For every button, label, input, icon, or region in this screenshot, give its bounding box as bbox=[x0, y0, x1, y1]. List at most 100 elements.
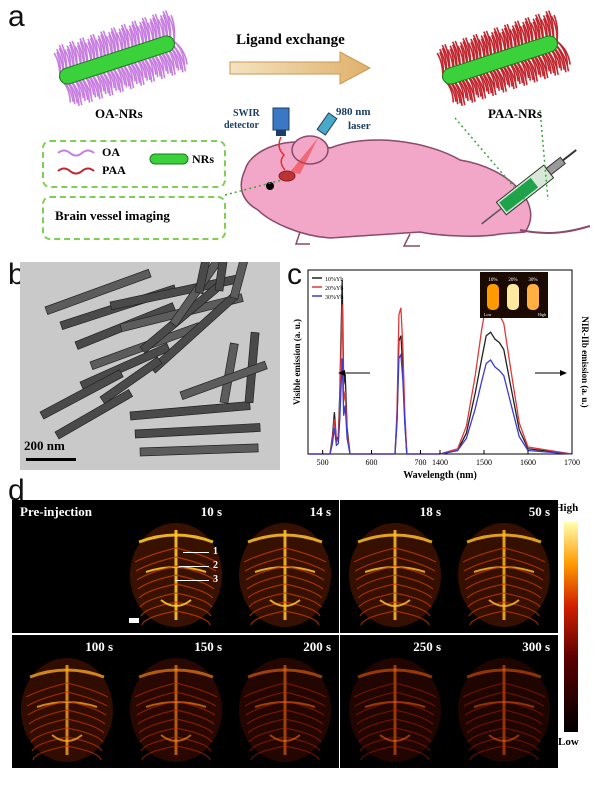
imaging-tile: 150 s bbox=[121, 635, 230, 768]
ligand-exchange-arrow bbox=[229, 51, 372, 85]
tem-micrograph bbox=[20, 262, 280, 470]
brain-vessel-label: Brain vessel imaging bbox=[55, 208, 170, 223]
marker-line bbox=[179, 566, 209, 567]
imaging-tile: Pre-injection bbox=[12, 500, 121, 633]
ligand-exchange-label: Ligand exchange bbox=[236, 32, 345, 48]
mouse-illustration bbox=[240, 135, 591, 247]
inset-low: Low bbox=[484, 312, 491, 317]
inset-label: 30% bbox=[528, 278, 537, 283]
inset-vial bbox=[507, 284, 519, 310]
scale-bar bbox=[26, 458, 76, 461]
panel-a-schematic bbox=[53, 10, 591, 247]
imaging-tile: 200 s bbox=[230, 635, 339, 768]
series-line-visible-2 bbox=[308, 352, 440, 455]
legend-box bbox=[42, 140, 226, 188]
emission-chart: 500 600 700 1400 1500 1600 1700 Wavelength (nm)… bbox=[292, 269, 590, 481]
tem-nanorod bbox=[214, 262, 235, 292]
x-tick-label: 600 bbox=[366, 458, 378, 467]
time-label: 200 s bbox=[303, 639, 331, 654]
time-label: 300 s bbox=[522, 639, 550, 654]
imaging-tile: 50 s bbox=[449, 500, 558, 633]
x-tick-label: 1700 bbox=[564, 458, 580, 467]
tem-nanorod bbox=[229, 262, 262, 300]
time-label: 18 s bbox=[419, 504, 441, 519]
panel-a-letter: a bbox=[8, 0, 25, 33]
brain-vessel-image bbox=[130, 658, 222, 762]
arrow-left-head bbox=[338, 370, 345, 376]
legend-nrs: NRs bbox=[192, 152, 215, 166]
tem-nanorod bbox=[179, 360, 268, 400]
time-label: 10 s bbox=[200, 504, 222, 519]
x-tick-label: 1400 bbox=[432, 458, 448, 467]
colorbar-low: Low bbox=[558, 736, 579, 748]
inset-label: 20% bbox=[508, 278, 517, 283]
brain-vessel-image bbox=[349, 658, 441, 762]
x-tick-label: 500 bbox=[317, 458, 329, 467]
region-marker: 1 bbox=[213, 546, 218, 557]
inset-photo: 10% 20% 30% Low High bbox=[480, 272, 548, 318]
time-label: Pre-injection bbox=[20, 504, 92, 519]
panel-c-letter: c bbox=[287, 258, 302, 291]
region-marker: 3 bbox=[213, 574, 218, 585]
marker-line bbox=[183, 552, 209, 553]
tem-nanorod bbox=[39, 369, 124, 420]
x-tick-label: 1600 bbox=[520, 458, 536, 467]
arrow-right-head bbox=[560, 370, 567, 376]
panel-d-letter: d bbox=[8, 474, 25, 507]
time-label: 14 s bbox=[309, 504, 331, 519]
series-line-nir-2 bbox=[439, 359, 573, 455]
colorbar bbox=[564, 522, 578, 732]
tem-nanorod bbox=[79, 342, 171, 390]
brain-vessel-image bbox=[239, 523, 331, 627]
tem-nanorod bbox=[129, 401, 251, 421]
x-tick-label: 700 bbox=[414, 458, 426, 467]
time-label: 50 s bbox=[528, 504, 550, 519]
tem-nanorod bbox=[139, 443, 259, 457]
series-line-visible-1 bbox=[308, 304, 440, 455]
oa-legend-icon bbox=[57, 149, 95, 157]
tem-nanorod bbox=[194, 262, 221, 295]
swir-detector-icon bbox=[272, 107, 290, 171]
legend-entry: 10%Yb bbox=[325, 277, 343, 283]
legend-oa: OA bbox=[102, 145, 120, 159]
y-axis-label-right: NIR-IIb emission (a. u.) bbox=[580, 316, 590, 407]
oa-nrs-label: OA-NRs bbox=[95, 106, 143, 121]
tem-nanorod bbox=[99, 356, 163, 405]
paa-nanorod-icon bbox=[436, 10, 571, 107]
paa-nrs-label: PAA-NRs bbox=[488, 106, 542, 121]
time-label: 150 s bbox=[194, 639, 222, 654]
brain-vessel-image bbox=[130, 523, 222, 627]
scale-label: 200 nm bbox=[24, 438, 65, 453]
legend-entry: 20%Yb bbox=[325, 286, 343, 292]
marker-line bbox=[175, 580, 209, 581]
laser-icon bbox=[290, 112, 338, 174]
brain-vessel-image bbox=[21, 658, 113, 762]
time-label: 100 s bbox=[85, 639, 113, 654]
imaging-tile: 300 s bbox=[449, 635, 558, 768]
series-line-nir-1 bbox=[439, 299, 573, 455]
tem-nanorod bbox=[44, 268, 152, 315]
laser-label-1: 980 nm bbox=[336, 106, 371, 118]
swir-label-1: SWIR bbox=[233, 108, 260, 119]
brain-vessel-image bbox=[349, 523, 441, 627]
syringe-icon bbox=[481, 149, 577, 225]
scale-bar-small bbox=[129, 618, 139, 623]
brain-vessel-image bbox=[458, 658, 550, 762]
legend-entry: 30%Yb bbox=[325, 295, 343, 301]
brain-vessel-image bbox=[239, 658, 331, 762]
imaging-tile: 100 s bbox=[12, 635, 121, 768]
oa-nanorod-icon bbox=[53, 10, 188, 107]
imaging-tile: 250 s bbox=[340, 635, 449, 768]
series-line-visible-0 bbox=[308, 279, 440, 455]
legend-paa: PAA bbox=[102, 163, 126, 177]
x-axis-label: Wavelength (nm) bbox=[403, 470, 477, 481]
inset-vial bbox=[487, 284, 499, 310]
brain-vessel-box bbox=[42, 196, 226, 240]
inset-vial bbox=[527, 284, 539, 310]
imaging-tile: 18 s bbox=[340, 500, 449, 633]
paa-legend-icon bbox=[57, 167, 95, 175]
region-marker: 2 bbox=[213, 560, 218, 571]
nrs-legend-icon bbox=[149, 153, 189, 165]
imaging-tile: 14 s bbox=[230, 500, 339, 633]
imaging-tile: 10 s 1 2 3 bbox=[121, 500, 230, 633]
